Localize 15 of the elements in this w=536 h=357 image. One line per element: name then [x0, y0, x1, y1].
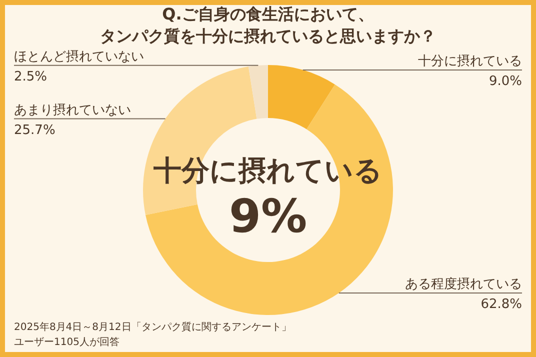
text: 2025年8月4日～8月12日「タンパク質に関するアンケート」 — [14, 321, 292, 333]
text: 9% — [228, 189, 308, 243]
donut-slice — [146, 84, 393, 315]
slice-label: ある程度摂れている — [405, 276, 522, 292]
text: ユーザー1105人が回答 — [14, 336, 120, 348]
donut-slice — [268, 65, 335, 130]
data-label: 9.0% — [488, 74, 522, 89]
donut-slice — [248, 65, 268, 119]
slice-label: あまり摂れていない — [14, 102, 131, 118]
slice-label: ほとんど摂れていない — [14, 49, 144, 64]
data-label: 2.5% — [14, 69, 48, 84]
slice-label: 十分に摂れている — [418, 54, 522, 69]
data-label: 25.7% — [14, 122, 56, 138]
chart-title: Q.ご自身の食生活において、タンパク質を十分に摂れていると思いますか？ — [100, 4, 436, 46]
data-label: 62.8% — [480, 296, 522, 312]
